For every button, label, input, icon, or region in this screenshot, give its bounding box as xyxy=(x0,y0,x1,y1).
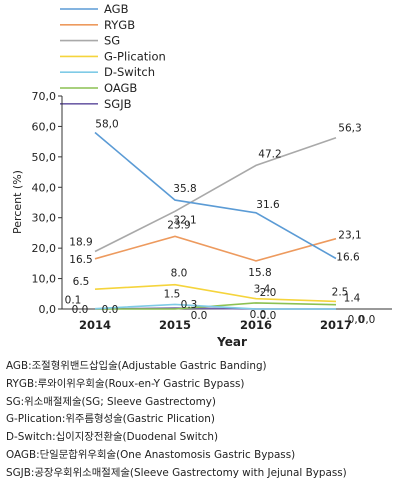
y-tick-label: 50,0 xyxy=(32,151,57,164)
note-oagb: OAGB:단일문합위우회술(One Anastomosis Gastric By… xyxy=(6,448,296,461)
series-line-g-plication xyxy=(94,283,337,303)
data-label-sgjb: 0,0 xyxy=(359,314,376,326)
line-chart: AGB RYGB SGG-Plication D-Switch OAGB SGJB 0,0… xyxy=(11,2,392,349)
abbreviation-notes: AGB:조절형위밴드삽입술(Adjustable Gastric Banding… xyxy=(6,358,418,483)
note-sg: SG:위소매절제술(SG; Sleeve Gastrectomy) xyxy=(6,395,216,408)
note-g-plication: G-Plication:위주름형성술(Gastric Plication) xyxy=(6,413,215,426)
data-label-g-plication: 2.5 xyxy=(332,286,349,298)
series-line-agb xyxy=(94,131,337,260)
y-tick-label: 30,0 xyxy=(32,212,57,225)
x-tick-label: 2017 xyxy=(320,318,352,332)
x-axis-label: Year xyxy=(216,335,247,349)
data-label-oagb: 0.0 xyxy=(191,310,208,322)
note-rygb: RYGB:루와이위우회술(Roux-en-Y Gastric Bypass) xyxy=(6,377,245,390)
x-tick-label: 2014 xyxy=(79,318,111,332)
legend-label-d-switch: D-Switch xyxy=(104,65,155,79)
data-label-d-switch: 0.0 xyxy=(250,309,267,321)
data-label-agb: 31.6 xyxy=(256,199,280,211)
data-label-sg: 47.2 xyxy=(258,148,281,160)
data-label-agb: 16.6 xyxy=(336,251,360,263)
series-lines xyxy=(94,131,337,310)
data-label-g-plication: 6.5 xyxy=(73,276,90,288)
data-label-agb: 35.8 xyxy=(173,183,196,195)
data-label-rygb: 15.8 xyxy=(248,267,271,279)
series-line-d-switch xyxy=(94,303,336,310)
legend-label-sgjb: SGJB xyxy=(104,97,132,111)
data-label-oagb: 0.0 xyxy=(72,304,89,316)
data-label-rygb: 16.5 xyxy=(69,254,92,266)
x-tick-label: 2016 xyxy=(240,318,272,332)
y-tick-label: 20,0 xyxy=(32,242,57,255)
legend-label-rygb: RYGB xyxy=(104,18,135,32)
y-tick-label: 70,0 xyxy=(32,90,57,103)
data-label-oagb: 1.4 xyxy=(344,293,361,305)
data-label-rygb: 23.9 xyxy=(167,219,190,231)
data-label-sg: 56,3 xyxy=(338,123,361,135)
data-label-sgjb: 0.0 xyxy=(260,310,277,322)
data-label-g-plication: 8.0 xyxy=(171,268,188,280)
y-axis-label: Percent (%) xyxy=(11,170,24,234)
x-tick-label: 2015 xyxy=(159,318,191,332)
data-labels: 58,0 35.8 31.6 16.6 16.5 23.9 15.8 23,1 18.9 32.1… xyxy=(65,119,376,326)
legend-label-agb: AGB xyxy=(104,2,129,16)
data-label-d-switch: 1.5 xyxy=(164,288,181,300)
note-d-switch: D-Switch:십이지장전환술(Duodenal Switch) xyxy=(6,431,219,444)
data-label-rygb: 23,1 xyxy=(338,230,361,242)
note-agb: AGB:조절형위밴드삽입술(Adjustable Gastric Banding… xyxy=(6,360,267,372)
y-tick-label: 40,0 xyxy=(32,181,57,194)
note-sgjb: SGJB:공장우회위소매절제술(Sleeve Gastrectomy with … xyxy=(6,466,347,479)
axes: 0,0 10,0 20,0 30,0 40,0 50,0 60,0 70,0 2014 2015 2… xyxy=(32,90,392,332)
legend-label-oagb: OAGB xyxy=(104,81,137,95)
data-label-d-switch: 0.1 xyxy=(65,295,82,307)
y-tick-label: 0,0 xyxy=(39,303,57,316)
y-tick-label: 10,0 xyxy=(32,273,57,286)
data-label-agb: 58,0 xyxy=(95,119,118,131)
data-label-sgjb: 0.3 xyxy=(181,299,198,311)
legend-label-sg: SG xyxy=(104,34,120,48)
legend: AGB RYGB SGG-Plication D-Switch OAGB SGJB xyxy=(60,2,166,111)
legend-label-g-plication: G-Plication xyxy=(104,49,166,63)
series-line-sg xyxy=(94,136,337,253)
y-tick-label: 60,0 xyxy=(32,120,57,133)
data-label-d-switch: 0,0 xyxy=(348,314,365,326)
data-label-sg: 32.1 xyxy=(173,214,196,226)
data-label-oagb: 2.0 xyxy=(260,287,277,299)
series-line-rygb xyxy=(94,235,337,262)
data-label-g-plication: 3.4 xyxy=(254,284,271,296)
data-label-sg: 18.9 xyxy=(69,236,92,248)
data-label-sgjb: 0.0 xyxy=(102,304,119,316)
